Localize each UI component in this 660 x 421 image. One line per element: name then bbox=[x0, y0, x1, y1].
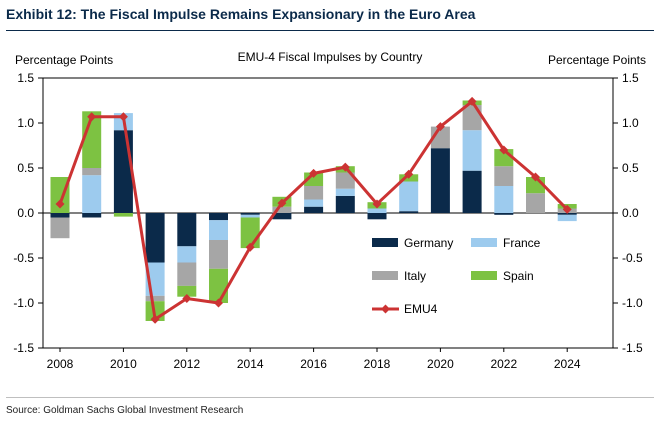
bar-italy-2016 bbox=[304, 186, 324, 200]
y-tick-label-right: 0.5 bbox=[622, 161, 639, 175]
exhibit-title: Exhibit 12: The Fiscal Impulse Remains E… bbox=[6, 6, 476, 22]
bar-italy-2013 bbox=[209, 240, 228, 269]
x-tick-label-2020: 2020 bbox=[427, 357, 454, 371]
bar-italy-2023 bbox=[526, 193, 545, 213]
y-tick-label-right: -0.5 bbox=[622, 251, 643, 265]
bar-germany-2011 bbox=[145, 213, 165, 263]
bar-germany-2012 bbox=[177, 213, 197, 247]
bar-france-2014 bbox=[240, 214, 260, 218]
bar-germany-2021 bbox=[462, 170, 482, 213]
emu4-point-2009 bbox=[87, 112, 97, 122]
x-tick-label-2024: 2024 bbox=[554, 357, 581, 371]
y-tick-label-left: -0.5 bbox=[13, 251, 34, 265]
y-tick-label-left: -1.5 bbox=[13, 341, 34, 355]
y-tick-label-left: 0.5 bbox=[17, 161, 34, 175]
x-tick-label-2008: 2008 bbox=[47, 357, 74, 371]
legend-marker-emu4 bbox=[381, 304, 390, 314]
bar-germany-2018 bbox=[367, 213, 387, 220]
emu4-point-2020 bbox=[435, 122, 445, 132]
footer-divider bbox=[6, 397, 654, 398]
emu4-point-2018 bbox=[372, 199, 382, 209]
bar-germany-2010 bbox=[113, 130, 133, 213]
bar-germany-2017 bbox=[335, 195, 355, 213]
fiscal-impulse-chart: 1.5 1.5 1.0 1.0 0.5 0.5 0.0 0.0 -0.5 -0.5 -1.0 -1.0… bbox=[13, 50, 646, 371]
legend-label-france: France bbox=[503, 236, 541, 250]
emu4-point-2021 bbox=[467, 96, 477, 106]
y-tick-label-left: 1.0 bbox=[17, 116, 34, 130]
emu4-point-2017 bbox=[340, 162, 350, 172]
y-axis-label-right: Percentage Points bbox=[548, 53, 646, 67]
x-tick-label-2016: 2016 bbox=[300, 357, 327, 371]
source-note: Source: Goldman Sachs Global Investment … bbox=[6, 405, 244, 416]
bar-france-2016 bbox=[304, 199, 324, 207]
x-tick-label-2014: 2014 bbox=[237, 357, 264, 371]
bar-germany-2009 bbox=[82, 213, 102, 218]
bar-france-2024 bbox=[557, 214, 577, 222]
x-tick-label-2010: 2010 bbox=[110, 357, 137, 371]
emu4-point-2016 bbox=[309, 168, 319, 178]
legend-swatch-spain bbox=[471, 271, 497, 280]
emu4-point-2012 bbox=[182, 294, 192, 303]
emu4-point-2011 bbox=[150, 314, 160, 324]
emu4-point-2019 bbox=[404, 169, 414, 179]
bar-italy-2009 bbox=[82, 168, 102, 176]
bar-spain-2012 bbox=[177, 285, 197, 297]
y-axis-label-left: Percentage Points bbox=[15, 53, 113, 67]
bar-germany-2015 bbox=[272, 213, 292, 220]
bar-spain-2010 bbox=[113, 213, 133, 217]
y-tick-label-right: -1.0 bbox=[622, 296, 643, 310]
y-tick-label-left: 0.0 bbox=[17, 206, 34, 220]
bar-germany-2019 bbox=[399, 211, 419, 213]
bar-italy-2008 bbox=[50, 217, 70, 239]
bar-italy-2017 bbox=[335, 172, 355, 189]
emu4-point-2014 bbox=[245, 242, 255, 252]
x-tick-label-2018: 2018 bbox=[364, 357, 391, 371]
legend-swatch-italy bbox=[372, 271, 398, 280]
chart-title: EMU-4 Fiscal Impulses by Country bbox=[238, 50, 423, 64]
legend-swatch-germany bbox=[372, 238, 398, 247]
emu4-point-2023 bbox=[531, 172, 540, 182]
legend-swatch-france bbox=[471, 238, 497, 247]
emu4-point-2013 bbox=[214, 298, 223, 308]
bar-france-2012 bbox=[177, 246, 197, 263]
bar-france-2009 bbox=[82, 175, 102, 213]
bar-france-2013 bbox=[209, 220, 228, 240]
y-tick-label-right: 0.0 bbox=[622, 206, 639, 220]
emu4-point-2024 bbox=[562, 204, 572, 214]
bar-germany-2014 bbox=[240, 213, 260, 215]
bar-germany-2020 bbox=[430, 148, 450, 213]
emu4-point-2022 bbox=[499, 145, 509, 155]
legend-label-spain: Spain bbox=[503, 269, 534, 283]
y-tick-label-left: -1.0 bbox=[13, 296, 34, 310]
bar-italy-2015 bbox=[272, 206, 292, 213]
y-tick-label-left: 1.5 bbox=[17, 71, 34, 85]
legend-label-germany: Germany bbox=[404, 236, 453, 250]
bar-france-2017 bbox=[335, 188, 355, 196]
y-tick-label-right: 1.0 bbox=[622, 116, 639, 130]
bar-spain-2013 bbox=[209, 268, 228, 303]
bar-germany-2016 bbox=[304, 206, 324, 213]
x-tick-label-2012: 2012 bbox=[173, 357, 200, 371]
legend-label-emu4: EMU4 bbox=[404, 302, 438, 316]
y-tick-label-right: -1.5 bbox=[622, 341, 643, 355]
bar-france-2019 bbox=[399, 181, 419, 212]
bar-germany-2013 bbox=[209, 213, 228, 221]
emu4-point-2015 bbox=[277, 198, 287, 208]
bar-germany-2008 bbox=[50, 213, 70, 218]
title-divider bbox=[6, 30, 654, 31]
bar-italy-2012 bbox=[177, 262, 197, 286]
x-tick-label-2022: 2022 bbox=[490, 357, 517, 371]
legend-label-italy: Italy bbox=[404, 269, 426, 283]
bar-france-2018 bbox=[367, 208, 387, 213]
emu4-point-2008 bbox=[55, 199, 65, 209]
bar-italy-2021 bbox=[462, 105, 482, 131]
bar-italy-2011 bbox=[145, 295, 165, 302]
y-tick-label-right: 1.5 bbox=[622, 71, 639, 85]
emu4-point-2010 bbox=[118, 112, 128, 122]
bar-germany-2022 bbox=[494, 213, 514, 215]
bar-france-2021 bbox=[462, 130, 482, 171]
bar-italy-2022 bbox=[494, 166, 514, 186]
bar-france-2022 bbox=[494, 186, 514, 213]
bar-spain-2008 bbox=[50, 177, 70, 213]
